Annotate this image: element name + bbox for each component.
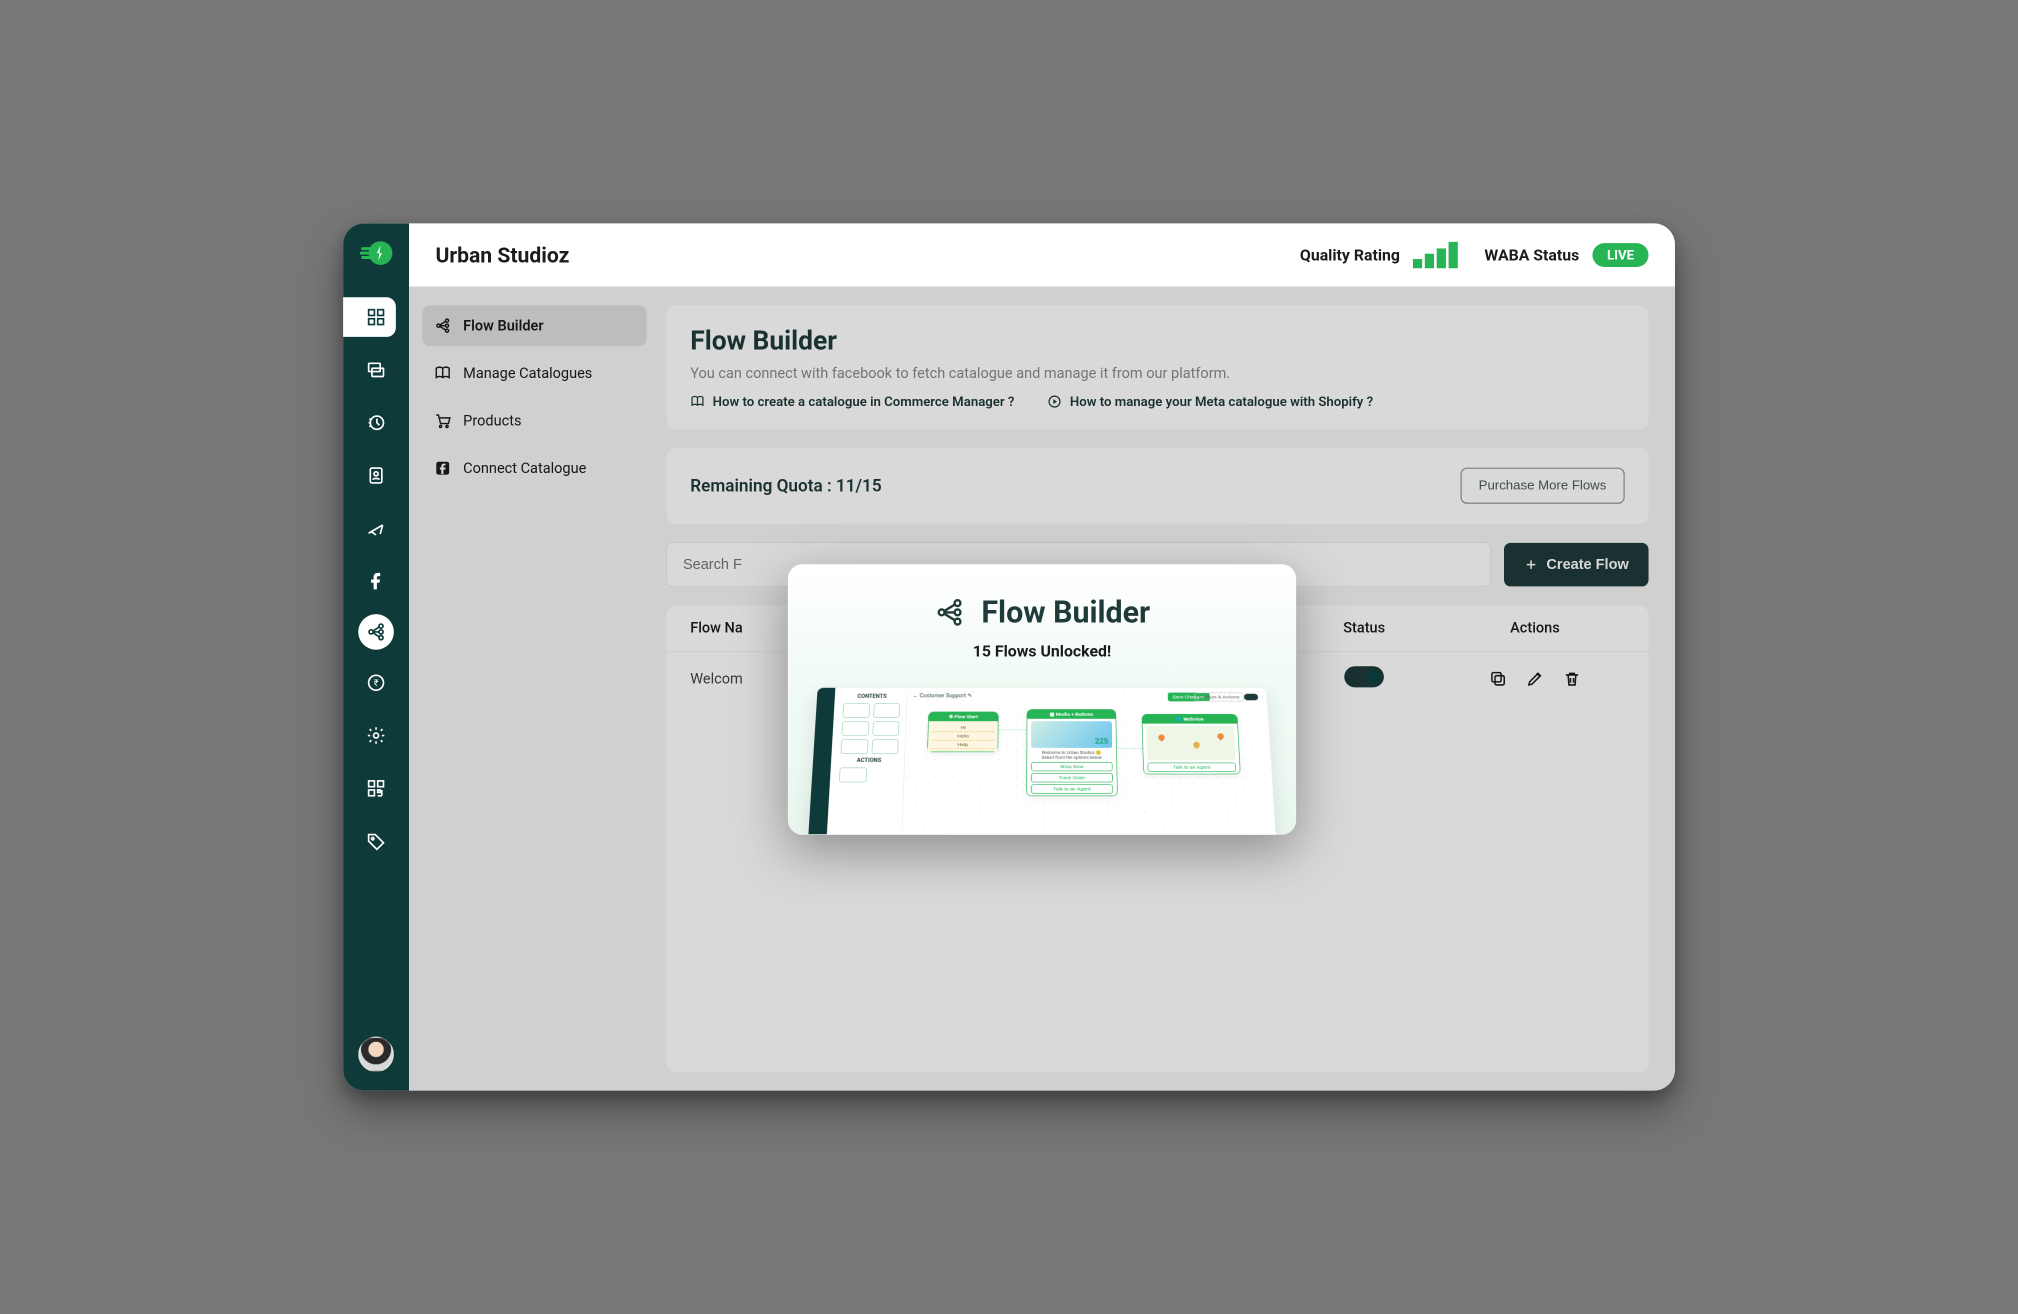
rail-facebook[interactable] xyxy=(356,561,396,601)
rail-broadcast[interactable] xyxy=(356,509,396,549)
rail-history[interactable] xyxy=(356,403,396,443)
brand-name: Urban Studioz xyxy=(435,242,569,267)
quality-bars-icon xyxy=(1413,242,1458,268)
cell-status xyxy=(1283,666,1445,691)
quota-panel: Remaining Quota : 11/15 Purchase More Fl… xyxy=(666,448,1648,524)
purchase-more-flows-button[interactable]: Purchase More Flows xyxy=(1460,468,1625,504)
waba-status-value: LIVE xyxy=(1592,243,1648,267)
rail-chat[interactable] xyxy=(356,350,396,390)
trash-icon[interactable] xyxy=(1563,670,1581,688)
facebook-icon xyxy=(434,460,451,477)
subnav-products[interactable]: Products xyxy=(422,400,646,441)
plus-icon xyxy=(1524,557,1539,572)
play-icon xyxy=(1047,394,1062,409)
flow-icon xyxy=(934,597,966,629)
book-icon xyxy=(434,365,451,382)
help-links: How to create a catalogue in Commerce Ma… xyxy=(690,394,1625,410)
modal-title: Flow Builder xyxy=(981,595,1150,631)
copy-icon[interactable] xyxy=(1489,670,1507,688)
subnav-manage-catalogues[interactable]: Manage Catalogues xyxy=(422,353,646,394)
help-link-shopify[interactable]: How to manage your Meta catalogue with S… xyxy=(1047,394,1373,410)
svg-text:₹: ₹ xyxy=(374,679,379,689)
rail-contacts[interactable] xyxy=(356,456,396,496)
subnav-item-label: Flow Builder xyxy=(463,317,543,334)
create-flow-label: Create Flow xyxy=(1546,556,1628,573)
subnav-flow-builder[interactable]: Flow Builder xyxy=(422,305,646,346)
gear-icon xyxy=(366,726,386,746)
subnav-item-label: Connect Catalogue xyxy=(463,460,586,477)
rail-dashboard[interactable] xyxy=(343,297,396,337)
rail-billing[interactable]: ₹ xyxy=(356,663,396,703)
create-flow-button[interactable]: Create Flow xyxy=(1504,543,1648,587)
col-status: Status xyxy=(1283,620,1445,637)
rail-tag[interactable] xyxy=(356,821,396,861)
billing-icon: ₹ xyxy=(366,673,386,693)
book-icon xyxy=(690,394,705,409)
app-logo xyxy=(358,235,394,271)
help-link-commerce-manager[interactable]: How to create a catalogue in Commerce Ma… xyxy=(690,394,1014,410)
page-title: Flow Builder xyxy=(690,325,1625,356)
rail-settings[interactable] xyxy=(356,716,396,756)
facebook-icon xyxy=(366,571,386,591)
page-subtitle: You can connect with facebook to fetch c… xyxy=(690,365,1625,382)
quality-rating: Quality Rating xyxy=(1300,242,1458,268)
waba-status-label: WABA Status xyxy=(1484,245,1579,263)
subnav-item-label: Manage Catalogues xyxy=(463,365,592,382)
cart-icon xyxy=(434,412,451,429)
qr-icon xyxy=(366,778,386,798)
cell-actions xyxy=(1445,670,1625,688)
edit-icon[interactable] xyxy=(1526,670,1544,688)
header-panel: Flow Builder You can connect with facebo… xyxy=(666,305,1648,429)
subnav-connect-catalogue[interactable]: Connect Catalogue xyxy=(422,448,646,489)
dashboard-icon xyxy=(366,307,386,327)
flow-icon xyxy=(366,622,386,642)
quality-rating-label: Quality Rating xyxy=(1300,245,1400,263)
chat-icon xyxy=(366,360,386,380)
quota-text: Remaining Quota : 11/15 xyxy=(690,476,881,496)
broadcast-icon xyxy=(366,518,386,538)
flow-icon xyxy=(434,317,451,334)
waba-status: WABA Status LIVE xyxy=(1484,243,1648,267)
col-actions: Actions xyxy=(1445,620,1625,637)
main-column: Urban Studioz Quality Rating WABA Status… xyxy=(409,223,1675,1090)
rail-flow-builder[interactable] xyxy=(358,614,394,650)
avatar[interactable] xyxy=(358,1037,394,1073)
icon-rail: ₹ xyxy=(343,223,409,1090)
status-toggle[interactable] xyxy=(1344,666,1384,687)
help-link-label: How to manage your Meta catalogue with S… xyxy=(1070,394,1373,410)
tag-icon xyxy=(366,831,386,851)
subnav-item-label: Products xyxy=(463,412,521,429)
history-icon xyxy=(366,413,386,433)
app-shell: ₹ Urban Studioz Quality Rating WABA St xyxy=(343,223,1675,1090)
modal-subtitle: 15 Flows Unlocked! xyxy=(808,642,1277,660)
flow-builder-unlocked-modal: Flow Builder 15 Flows Unlocked! ← Custom… xyxy=(788,564,1296,835)
workspace: Flow Builder Manage Catalogues Products … xyxy=(409,287,1675,1091)
help-link-label: How to create a catalogue in Commerce Ma… xyxy=(713,394,1015,410)
subnav: Flow Builder Manage Catalogues Products … xyxy=(409,287,660,1091)
topbar: Urban Studioz Quality Rating WABA Status… xyxy=(409,223,1675,286)
contacts-icon xyxy=(366,466,386,486)
rail-qr[interactable] xyxy=(356,769,396,809)
modal-illustration: ← Customer Support ✎ Save Changes Colour… xyxy=(808,687,1277,835)
